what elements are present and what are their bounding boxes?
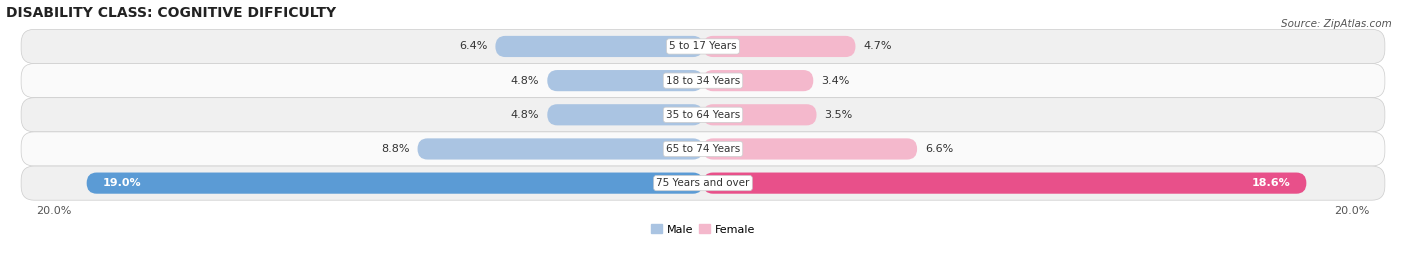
- FancyBboxPatch shape: [21, 166, 1385, 200]
- FancyBboxPatch shape: [703, 104, 817, 125]
- Text: DISABILITY CLASS: COGNITIVE DIFFICULTY: DISABILITY CLASS: COGNITIVE DIFFICULTY: [6, 6, 336, 20]
- FancyBboxPatch shape: [547, 70, 703, 91]
- Text: 3.4%: 3.4%: [821, 76, 849, 86]
- Text: 19.0%: 19.0%: [103, 178, 142, 188]
- Legend: Male, Female: Male, Female: [651, 224, 755, 235]
- Text: 6.6%: 6.6%: [925, 144, 953, 154]
- Text: 5 to 17 Years: 5 to 17 Years: [669, 41, 737, 51]
- FancyBboxPatch shape: [21, 98, 1385, 132]
- FancyBboxPatch shape: [703, 138, 917, 160]
- Text: 35 to 64 Years: 35 to 64 Years: [666, 110, 740, 120]
- FancyBboxPatch shape: [495, 36, 703, 57]
- FancyBboxPatch shape: [547, 104, 703, 125]
- FancyBboxPatch shape: [703, 172, 1306, 194]
- FancyBboxPatch shape: [21, 132, 1385, 166]
- Text: 3.5%: 3.5%: [825, 110, 853, 120]
- Text: 18 to 34 Years: 18 to 34 Years: [666, 76, 740, 86]
- FancyBboxPatch shape: [418, 138, 703, 160]
- Text: Source: ZipAtlas.com: Source: ZipAtlas.com: [1281, 19, 1392, 29]
- Text: 4.7%: 4.7%: [863, 41, 891, 51]
- FancyBboxPatch shape: [87, 172, 703, 194]
- Text: 4.8%: 4.8%: [510, 76, 538, 86]
- Text: 4.8%: 4.8%: [510, 110, 538, 120]
- FancyBboxPatch shape: [21, 63, 1385, 98]
- FancyBboxPatch shape: [703, 36, 855, 57]
- FancyBboxPatch shape: [703, 70, 813, 91]
- Text: 75 Years and over: 75 Years and over: [657, 178, 749, 188]
- Text: 6.4%: 6.4%: [458, 41, 488, 51]
- FancyBboxPatch shape: [21, 29, 1385, 63]
- Text: 8.8%: 8.8%: [381, 144, 409, 154]
- Text: 18.6%: 18.6%: [1251, 178, 1291, 188]
- Text: 65 to 74 Years: 65 to 74 Years: [666, 144, 740, 154]
